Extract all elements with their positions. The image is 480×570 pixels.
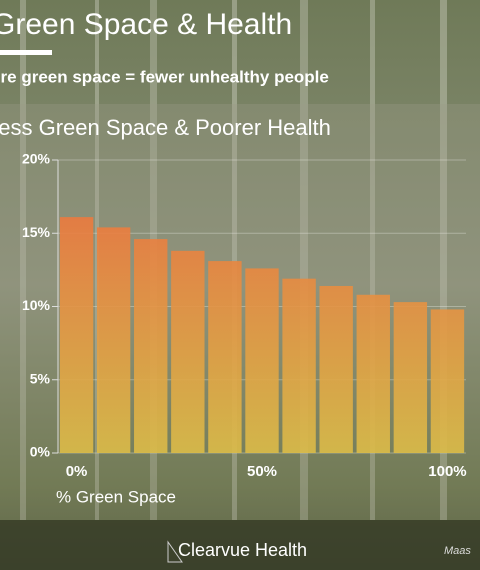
- subtitle: More green space = fewer unhealthy peopl…: [0, 67, 329, 86]
- bar: [59, 217, 94, 453]
- x-tick-label: 50%: [247, 463, 277, 480]
- x-axis-label: % Green Space: [56, 487, 176, 506]
- bar: [171, 250, 205, 453]
- x-tick-label: 100%: [428, 463, 466, 480]
- title-underline: [0, 50, 52, 55]
- y-tick-label: 5%: [30, 370, 51, 386]
- x-tick-label: 0%: [66, 463, 88, 480]
- y-tick-label: 15%: [22, 224, 51, 240]
- y-tick-label: 10%: [22, 297, 51, 313]
- footer: [0, 520, 480, 570]
- bar: [208, 261, 242, 453]
- bar: [393, 302, 428, 453]
- logo: [167, 540, 183, 563]
- y-tick-label: 0%: [30, 444, 51, 460]
- bar: [430, 309, 465, 453]
- bar: [319, 285, 353, 453]
- chart-title: Less Green Space & Poorer Health: [0, 115, 331, 140]
- bar: [356, 294, 390, 453]
- y-tick-label: 20%: [22, 151, 51, 167]
- bar: [245, 268, 279, 453]
- source: Maas: [444, 545, 471, 557]
- bar: [96, 227, 131, 453]
- bar: [282, 278, 316, 453]
- bar: [134, 239, 168, 453]
- brand: Clearvue Health: [178, 540, 307, 560]
- page-title: Green Space & Health: [0, 8, 292, 41]
